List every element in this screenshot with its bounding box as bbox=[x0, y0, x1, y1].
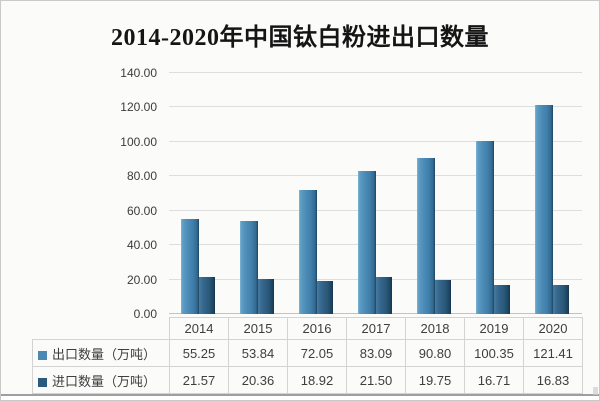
value-cell: 121.41 bbox=[523, 339, 583, 367]
gridline bbox=[169, 106, 582, 108]
year-header-cell: 2018 bbox=[405, 317, 465, 340]
y-axis-tick-label: 100.00 bbox=[120, 134, 157, 149]
bar-import-2020 bbox=[553, 285, 569, 314]
value-cell: 21.50 bbox=[346, 366, 406, 394]
bar-import-2018 bbox=[435, 280, 451, 314]
table-row: 进口数量（万吨） 21.57 20.36 18.92 21.50 19.75 16.71 16… bbox=[32, 366, 583, 394]
legend-label-cell: 进口数量（万吨） bbox=[32, 366, 170, 394]
value-cell: 83.09 bbox=[346, 339, 406, 367]
chart-title: 2014-2020年中国钛白粉进出口数量 bbox=[111, 25, 489, 51]
y-axis-tick-label: 60.00 bbox=[126, 203, 157, 218]
import-legend-swatch-icon bbox=[38, 377, 47, 387]
y-axis-tick-label: 40.00 bbox=[126, 238, 157, 253]
y-axis-tick-label: 0.00 bbox=[133, 307, 157, 321]
value-cell: 90.80 bbox=[405, 339, 465, 367]
year-header-cell: 2015 bbox=[228, 317, 288, 340]
gridline bbox=[169, 140, 582, 142]
value-cell: 55.25 bbox=[169, 339, 229, 367]
value-cell: 100.35 bbox=[464, 339, 524, 367]
year-header-cell: 2014 bbox=[169, 317, 229, 340]
bottom-strip bbox=[1, 396, 599, 400]
year-header-cell: 2016 bbox=[287, 317, 347, 340]
value-cell: 18.92 bbox=[287, 366, 347, 394]
legend-label: 出口数量（万吨） bbox=[52, 346, 157, 362]
window-divider bbox=[1, 394, 599, 396]
y-axis-tick-label: 80.00 bbox=[126, 169, 157, 184]
table-header-row: 2014 2015 2016 2017 2018 2019 2020 bbox=[33, 317, 583, 340]
legend-label-cell: 出口数量（万吨） bbox=[32, 339, 170, 367]
value-cell: 21.57 bbox=[169, 366, 229, 394]
bar-export-2018 bbox=[417, 157, 435, 314]
value-cell: 16.71 bbox=[464, 366, 524, 394]
legend-label: 进口数量（万吨） bbox=[52, 373, 157, 389]
value-cell: 20.36 bbox=[228, 366, 288, 394]
bar-import-2014 bbox=[199, 276, 215, 314]
bar-export-2019 bbox=[476, 141, 494, 314]
bar-import-2017 bbox=[376, 277, 392, 314]
value-cell: 16.83 bbox=[523, 366, 583, 394]
year-header-cell: 2020 bbox=[523, 317, 583, 340]
table-corner-cell bbox=[33, 318, 170, 340]
value-cell: 19.75 bbox=[405, 366, 465, 394]
value-cell: 53.84 bbox=[228, 339, 288, 367]
bar-export-2014 bbox=[181, 218, 199, 314]
bar-import-2015 bbox=[258, 279, 274, 314]
bar-export-2017 bbox=[358, 171, 376, 314]
bar-export-2016 bbox=[299, 190, 317, 314]
bar-import-2019 bbox=[494, 285, 510, 314]
y-axis-tick-label: 20.00 bbox=[126, 272, 157, 287]
value-cell: 72.05 bbox=[287, 339, 347, 367]
year-header-cell: 2019 bbox=[464, 317, 524, 340]
bar-import-2016 bbox=[317, 281, 333, 314]
table-row: 出口数量（万吨） 55.25 53.84 72.05 83.09 90.80 100.35 1… bbox=[32, 339, 583, 367]
y-axis-tick-label: 140.00 bbox=[120, 66, 157, 80]
gridline bbox=[169, 72, 582, 73]
data-table: 2014 2015 2016 2017 2018 2019 2020 出口数量（万吨） 55.2… bbox=[32, 317, 583, 394]
bar-export-2020 bbox=[535, 105, 553, 314]
export-legend-swatch-icon bbox=[38, 350, 47, 360]
year-header-cell: 2017 bbox=[346, 317, 406, 340]
y-axis-tick-label: 120.00 bbox=[120, 100, 157, 115]
bar-export-2015 bbox=[240, 221, 258, 314]
watermark-fragment bbox=[593, 387, 598, 395]
plot-area bbox=[169, 72, 582, 314]
